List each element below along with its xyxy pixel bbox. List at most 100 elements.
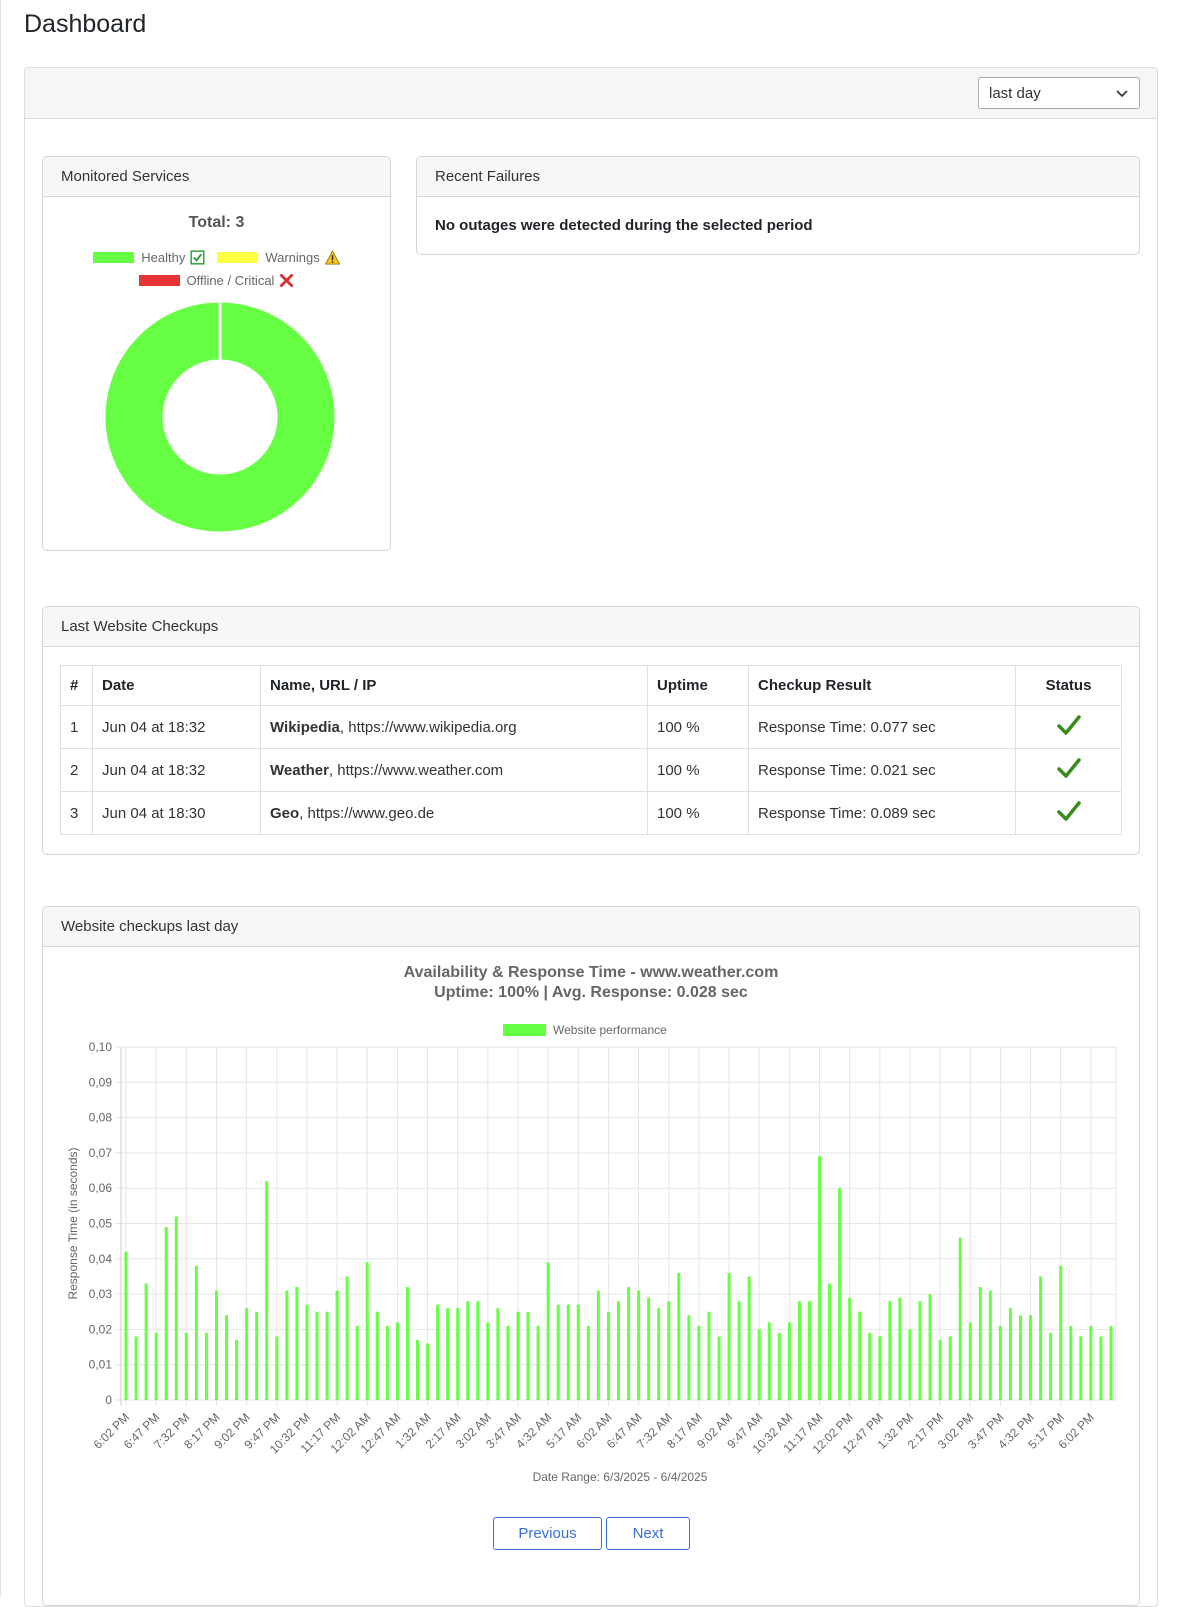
chart-bar[interactable] xyxy=(486,1322,490,1400)
chart-bar[interactable] xyxy=(436,1304,440,1400)
chart-bar[interactable] xyxy=(345,1276,349,1400)
table-row[interactable]: 1 Jun 04 at 18:32 Wikipedia, https://www… xyxy=(60,705,1122,749)
legend-offline[interactable]: Offline / Critical xyxy=(138,273,295,288)
chart-bar[interactable] xyxy=(757,1329,761,1400)
chart-bar[interactable] xyxy=(365,1262,369,1400)
chart-bar[interactable] xyxy=(747,1276,751,1400)
chart-bar[interactable] xyxy=(918,1301,922,1400)
chart-bar[interactable] xyxy=(194,1265,198,1400)
chart-bar[interactable] xyxy=(818,1156,822,1400)
chart-bar[interactable] xyxy=(627,1287,631,1400)
col-checkup-result[interactable]: Checkup Result xyxy=(748,665,1016,706)
chart-bar[interactable] xyxy=(476,1301,480,1400)
chart-bar[interactable] xyxy=(174,1216,178,1400)
chart-bar[interactable] xyxy=(1089,1325,1093,1400)
chart-bar[interactable] xyxy=(978,1287,982,1400)
chart-bar[interactable] xyxy=(596,1290,600,1400)
chart-bar[interactable] xyxy=(144,1283,148,1400)
chart-bar[interactable] xyxy=(767,1322,771,1400)
chart-bar[interactable] xyxy=(717,1336,721,1400)
chart-bar[interactable] xyxy=(506,1325,510,1400)
chart-bar[interactable] xyxy=(938,1339,942,1400)
chart-bar[interactable] xyxy=(546,1262,550,1400)
chart-bar[interactable] xyxy=(797,1301,801,1400)
period-select[interactable]: last day xyxy=(978,77,1140,109)
chart-bar[interactable] xyxy=(677,1272,681,1400)
chart-bar[interactable] xyxy=(395,1322,399,1400)
legend-warnings[interactable]: Warnings xyxy=(217,250,340,265)
chart-bar[interactable] xyxy=(667,1301,671,1400)
chart-bar[interactable] xyxy=(888,1301,892,1400)
chart-bar[interactable] xyxy=(184,1332,188,1400)
chart-bar[interactable] xyxy=(1039,1276,1043,1400)
chart-bar[interactable] xyxy=(858,1311,862,1400)
next-button[interactable]: Next xyxy=(606,1517,690,1550)
chart-bar[interactable] xyxy=(637,1290,641,1400)
table-row[interactable]: 2 Jun 04 at 18:32 Weather, https://www.w… xyxy=(60,748,1122,792)
chart-bar[interactable] xyxy=(124,1251,128,1400)
chart-bar[interactable] xyxy=(737,1301,741,1400)
chart-bar[interactable] xyxy=(134,1336,138,1400)
chart-bar[interactable] xyxy=(727,1272,731,1400)
col-status[interactable]: Status xyxy=(1015,665,1122,706)
chart-bar[interactable] xyxy=(787,1322,791,1400)
chart-bar[interactable] xyxy=(617,1301,620,1400)
chart-bar[interactable] xyxy=(295,1287,299,1400)
chart-bar[interactable] xyxy=(868,1332,872,1400)
chart-bar[interactable] xyxy=(606,1311,610,1400)
chart-bar[interactable] xyxy=(456,1308,460,1400)
table-row[interactable]: 3 Jun 04 at 18:30 Geo, https://www.geo.d… xyxy=(60,791,1122,835)
chart-bar[interactable] xyxy=(536,1325,540,1400)
chart-bar[interactable] xyxy=(516,1311,520,1400)
chart-bar[interactable] xyxy=(697,1325,701,1400)
chart-bar[interactable] xyxy=(988,1290,992,1400)
chart-bar[interactable] xyxy=(315,1311,319,1400)
chart-bar[interactable] xyxy=(154,1332,158,1400)
chart-bar[interactable] xyxy=(1079,1336,1083,1400)
chart-bar[interactable] xyxy=(1059,1265,1063,1400)
chart-bar[interactable] xyxy=(335,1290,339,1400)
chart-bar[interactable] xyxy=(235,1339,239,1400)
chart-bar[interactable] xyxy=(998,1325,1002,1400)
chart-bar[interactable] xyxy=(647,1297,651,1400)
chart-bar[interactable] xyxy=(928,1294,932,1400)
chart-bar[interactable] xyxy=(496,1308,500,1400)
chart-bar[interactable] xyxy=(526,1311,530,1400)
chart-bar[interactable] xyxy=(1049,1332,1053,1400)
chart-bar[interactable] xyxy=(415,1339,419,1400)
col-date[interactable]: Date xyxy=(92,665,261,706)
chart-bar[interactable] xyxy=(878,1336,882,1400)
col-name-url[interactable]: Name, URL / IP xyxy=(260,665,648,706)
chart-bar[interactable] xyxy=(586,1325,590,1400)
chart-bar[interactable] xyxy=(898,1297,902,1400)
chart-bar[interactable] xyxy=(446,1308,450,1400)
chart-bar[interactable] xyxy=(305,1304,309,1400)
chart-bar[interactable] xyxy=(807,1301,811,1400)
chart-bar[interactable] xyxy=(355,1325,359,1400)
chart-bar[interactable] xyxy=(285,1290,289,1400)
chart-bar[interactable] xyxy=(225,1315,229,1400)
chart-bar[interactable] xyxy=(657,1308,661,1400)
chart-bar[interactable] xyxy=(1099,1336,1103,1400)
chart-bar[interactable] xyxy=(566,1304,570,1400)
chart-bar[interactable] xyxy=(265,1181,269,1400)
chart-bar[interactable] xyxy=(908,1329,912,1400)
chart-bar[interactable] xyxy=(948,1336,952,1400)
chart-bar[interactable] xyxy=(687,1315,691,1400)
col-uptime[interactable]: Uptime xyxy=(647,665,749,706)
chart-bar[interactable] xyxy=(958,1237,962,1400)
col-number[interactable]: # xyxy=(60,665,93,706)
legend-healthy[interactable]: Healthy xyxy=(93,250,205,265)
chart-bar[interactable] xyxy=(255,1311,259,1400)
chart-bar[interactable] xyxy=(204,1332,208,1400)
chart-bar[interactable] xyxy=(275,1336,279,1400)
chart-bar[interactable] xyxy=(1109,1325,1113,1400)
chart-bar[interactable] xyxy=(777,1332,781,1400)
chart-bar[interactable] xyxy=(325,1311,329,1400)
chart-bar[interactable] xyxy=(214,1290,218,1400)
chart-bar[interactable] xyxy=(405,1287,409,1400)
chart-bar[interactable] xyxy=(385,1325,389,1400)
chart-bar[interactable] xyxy=(576,1304,580,1400)
chart-bar[interactable] xyxy=(848,1297,852,1400)
chart-bar[interactable] xyxy=(426,1343,430,1400)
